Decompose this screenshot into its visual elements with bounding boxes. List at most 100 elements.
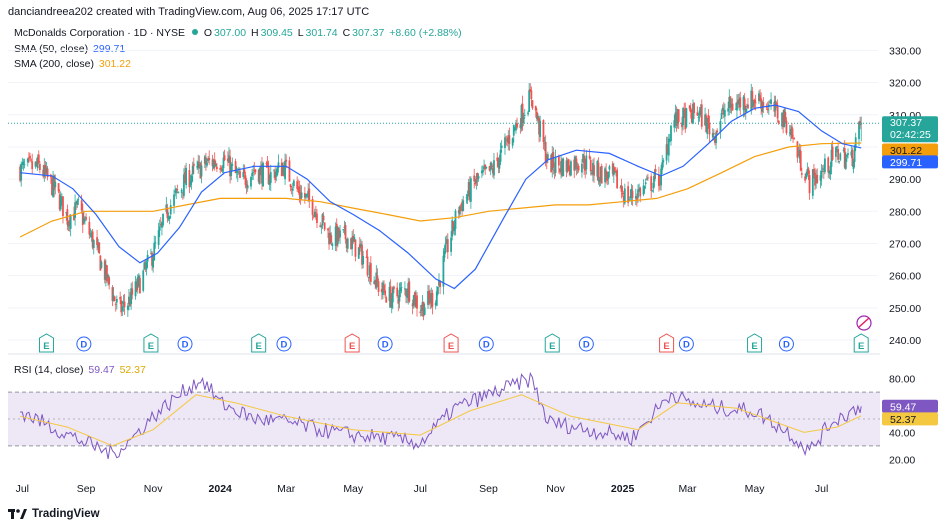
candle-body (842, 149, 845, 151)
candle-body (769, 101, 771, 103)
candle-body (722, 109, 725, 115)
candle-body (751, 91, 754, 108)
candle-body (598, 179, 601, 183)
dividend-marker[interactable] (377, 336, 393, 352)
earnings-marker[interactable] (143, 333, 159, 353)
candle-body (799, 150, 802, 171)
candle-body (267, 166, 270, 185)
candle-body (45, 167, 48, 174)
earnings-marker-label: E (349, 341, 355, 352)
dividend-marker[interactable] (276, 336, 292, 352)
dividend-marker[interactable] (678, 336, 694, 352)
rsi-line[interactable] (20, 371, 862, 459)
dividend-marker[interactable] (76, 336, 92, 352)
earnings-marker[interactable] (659, 333, 675, 353)
candle-body (622, 195, 625, 203)
candle-body (90, 232, 93, 238)
candle-body (611, 163, 614, 174)
candle-body (296, 181, 299, 189)
candle-body (759, 95, 761, 101)
candle-body (520, 105, 523, 129)
open-value: 307.00 (214, 27, 247, 39)
earnings-marker[interactable] (747, 333, 763, 353)
earnings-marker[interactable] (544, 333, 560, 353)
candle-body (242, 172, 245, 177)
candle-body (230, 163, 233, 176)
candle-body (590, 172, 593, 175)
earnings-marker[interactable] (443, 333, 459, 353)
sma200-line[interactable] (19, 142, 862, 238)
candle-body (236, 173, 239, 175)
candle-body (562, 158, 565, 177)
earnings-marker[interactable] (344, 333, 360, 353)
candle-body (766, 108, 769, 111)
candle-body (289, 184, 292, 188)
candle-body (196, 166, 199, 168)
candle-body (469, 178, 472, 202)
candle-body (638, 188, 641, 191)
rsi-legend[interactable]: RSI (14, close) 59.47 52.37 (14, 364, 148, 376)
sma200-tag-value: 301.22 (890, 145, 922, 157)
time-axis-label: Mar (277, 483, 296, 495)
sma50-line[interactable] (20, 104, 862, 290)
tradingview-logo[interactable]: TradingView (8, 508, 100, 520)
rsi-tick-label: 40.00 (889, 427, 915, 439)
sma50-tag-value: 299.71 (890, 157, 922, 169)
candle-body (527, 112, 529, 115)
candle-body (665, 144, 668, 161)
candle-body (60, 196, 63, 199)
dividend-marker-label: D (583, 340, 590, 351)
candle-body (762, 102, 765, 107)
candle-body (820, 170, 823, 179)
candle-body (453, 226, 456, 232)
candle-body (599, 166, 602, 180)
sma200-legend[interactable]: SMA (200, close) 301.22 (14, 58, 133, 70)
candle-body (583, 155, 586, 169)
sma50-legend[interactable]: SMA (50, close) 299.71 (14, 43, 127, 55)
dividend-marker[interactable] (177, 336, 193, 352)
candle-body (507, 137, 510, 143)
candle-body (522, 117, 525, 124)
earnings-marker[interactable] (853, 333, 869, 353)
candle-body (497, 157, 500, 167)
candle-body (111, 287, 114, 301)
candle-body (628, 199, 631, 201)
candle-body (335, 223, 338, 246)
candle-body (307, 190, 310, 197)
symbol-title[interactable]: McDonalds Corporation · 1D · NYSE (14, 27, 185, 39)
candle-body (662, 160, 665, 163)
time-axis-label: Nov (546, 483, 565, 495)
candle-body (557, 156, 560, 166)
candle-body (35, 161, 38, 166)
earnings-marker-label: E (448, 341, 454, 352)
candle-body (747, 104, 749, 109)
candle-body (643, 186, 646, 188)
candle-body (88, 221, 91, 235)
dividend-marker[interactable] (578, 336, 594, 352)
earnings-marker[interactable] (251, 333, 267, 353)
rsi-ma-line[interactable] (19, 394, 862, 447)
candle-body (693, 103, 695, 114)
candle-body (811, 169, 814, 196)
candle-body (412, 295, 415, 306)
dividend-marker[interactable] (778, 336, 794, 352)
candle-body (606, 175, 609, 181)
candle-body (565, 160, 568, 172)
earnings-marker[interactable] (38, 333, 54, 353)
dividend-marker[interactable] (478, 336, 494, 352)
tradingview-logo-icon (8, 509, 27, 519)
candle-body (830, 149, 833, 167)
candle-body (373, 281, 376, 284)
candle-body (408, 281, 411, 302)
candle-body (405, 289, 407, 297)
dividend-marker-label: D (683, 340, 690, 351)
candle-body (234, 161, 237, 174)
candle-body (69, 214, 72, 229)
price-tick-label: 320.00 (889, 78, 921, 90)
candle-body (584, 166, 587, 171)
candle-body (261, 164, 263, 184)
candle-body (851, 149, 854, 166)
low-label: L (297, 27, 304, 39)
candle-body (666, 144, 669, 153)
